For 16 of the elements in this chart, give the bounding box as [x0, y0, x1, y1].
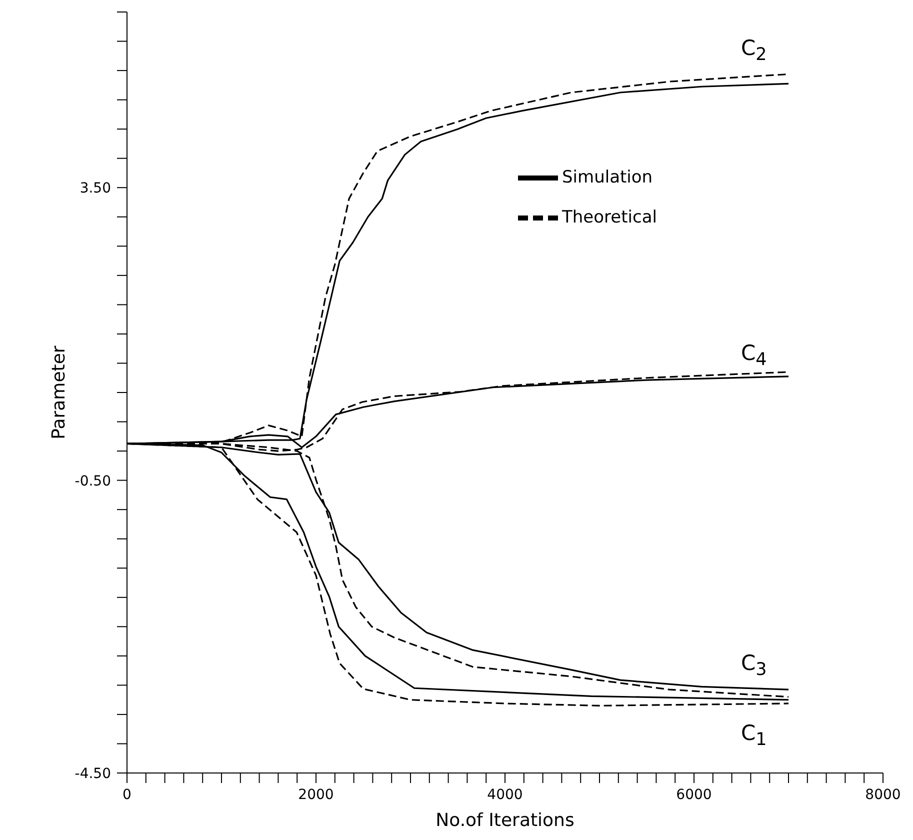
y-tick-label: 3.50 [80, 180, 111, 197]
x-tick-label: 4000 [487, 787, 523, 803]
annotation: C$_{4}$ [741, 341, 767, 370]
y-axis-title: Parameter [48, 345, 70, 440]
x-axis-title: No.of Iterations [436, 810, 574, 831]
legend-label: Simulation [562, 168, 653, 188]
annotation: C$_{1}$ [741, 721, 767, 750]
legend-label: Theoretical [562, 208, 657, 228]
y-tick-label: -4.50 [74, 766, 111, 782]
x-tick-label: 8000 [865, 787, 901, 803]
x-tick-label: 6000 [676, 787, 712, 803]
y-tick-label: -0.50 [74, 473, 111, 490]
annotation: C$_{2}$ [741, 36, 767, 66]
x-tick-label: 0 [122, 787, 132, 803]
x-tick-label: 2000 [298, 787, 334, 803]
annotation: C$_{3}$ [741, 651, 767, 680]
